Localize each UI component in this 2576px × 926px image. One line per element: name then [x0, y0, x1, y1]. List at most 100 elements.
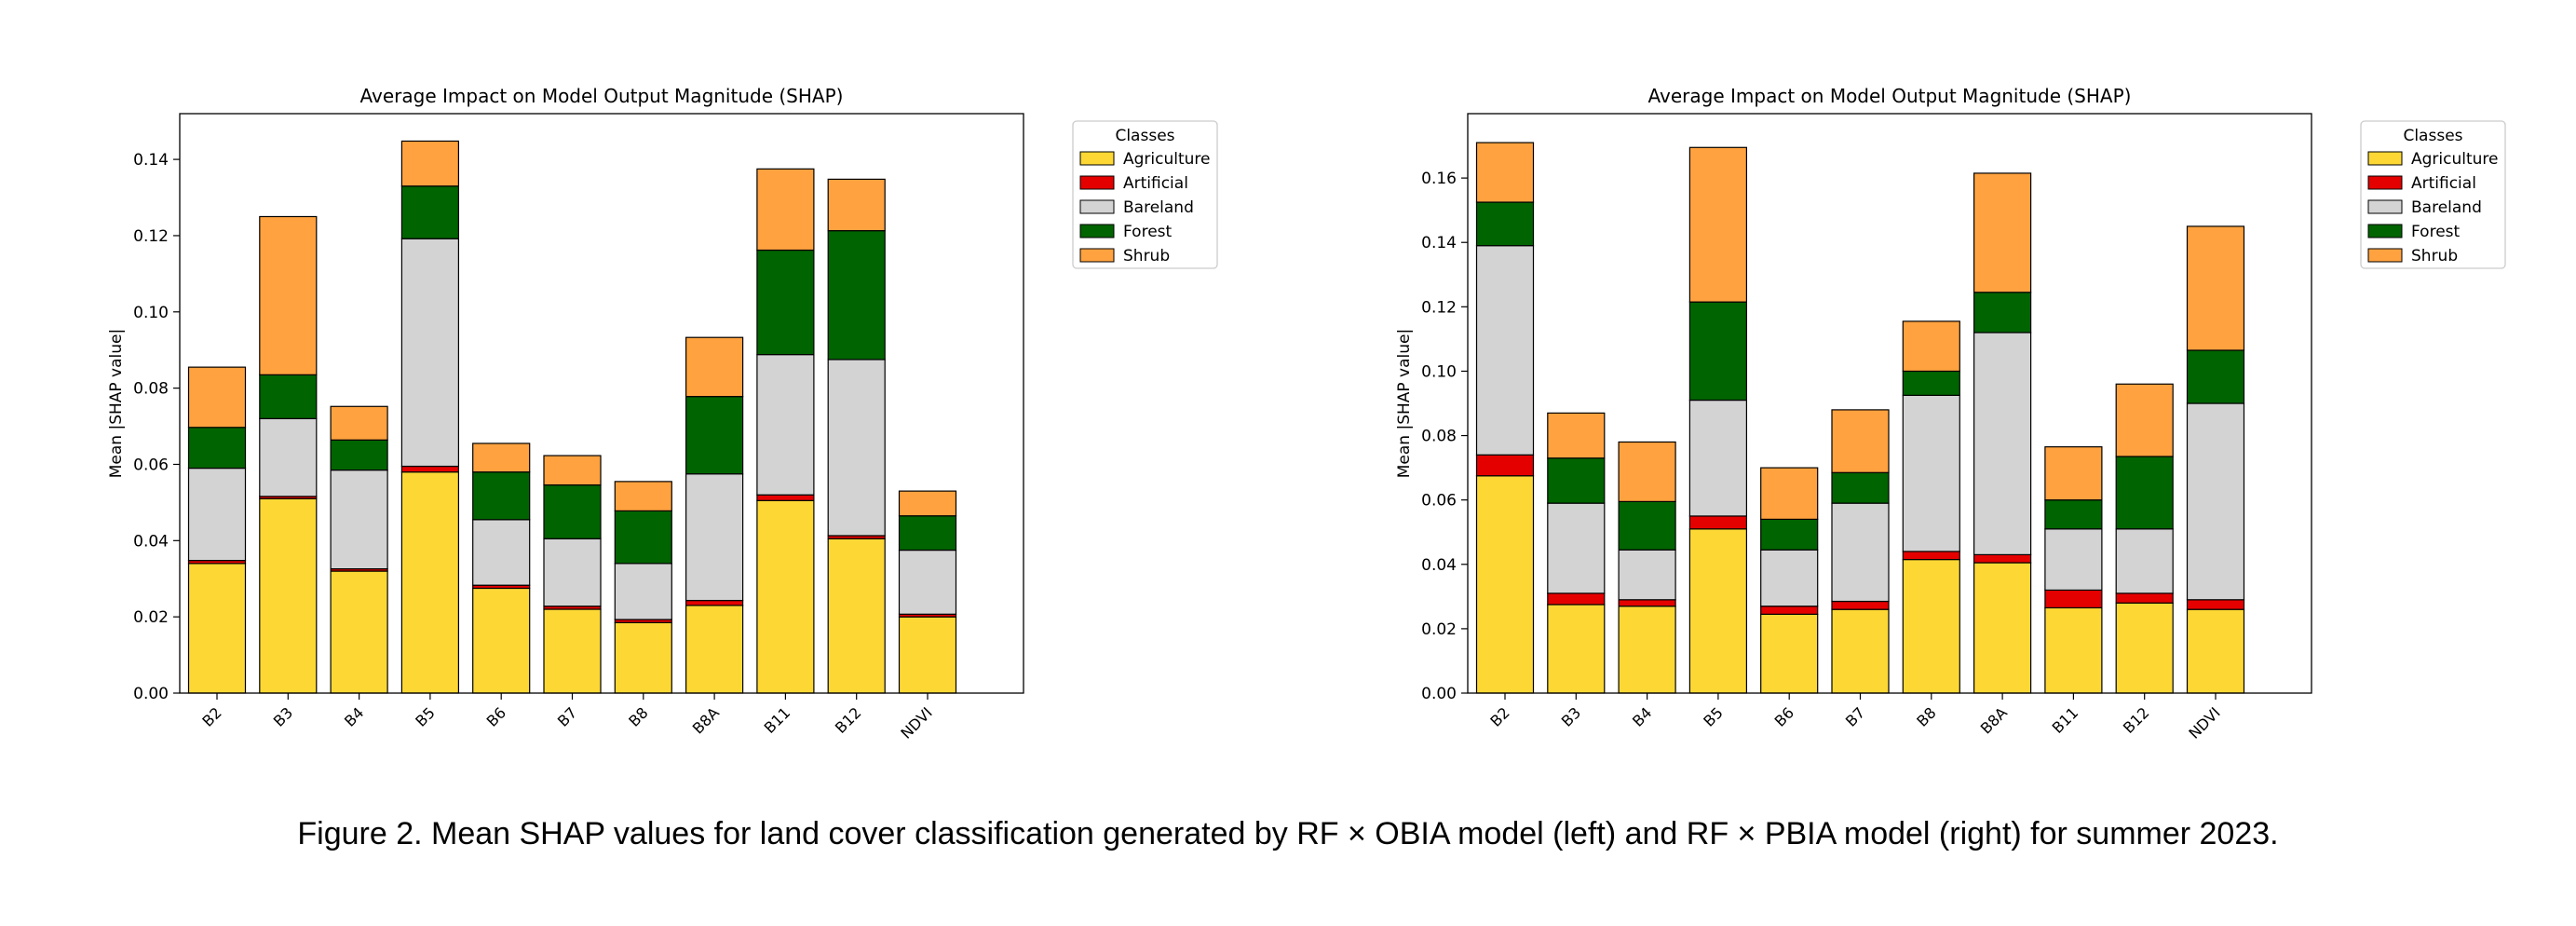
bar-segment-shrub-ndvi: [2186, 225, 2245, 351]
bar-segment-shrub-b4: [330, 405, 388, 441]
bar-segment-agriculture-b8: [1902, 558, 1960, 694]
bar-segment-agriculture-b8: [614, 621, 672, 694]
bar-segment-bareland-b12: [827, 359, 886, 537]
bar-segment-agriculture-b2: [1475, 475, 1535, 694]
legend-swatch-forest: [1079, 224, 1115, 238]
bar-segment-artificial-b12: [2115, 592, 2174, 604]
x-tick-label: B8: [625, 703, 651, 729]
bar-segment-artificial-b11: [756, 494, 815, 501]
bar-segment-artificial-b8a: [685, 599, 744, 606]
x-tick-label: B2: [1486, 703, 1512, 729]
bar-segment-forest-b11: [756, 249, 815, 356]
bar-segment-shrub-b6: [1760, 467, 1819, 521]
bar-segment-agriculture-b8a: [1973, 562, 2032, 694]
bar-segment-artificial-b6: [1760, 606, 1819, 615]
figure-caption: Figure 2. Mean SHAP values for land cove…: [297, 816, 2279, 851]
legend-swatch-agriculture: [2367, 151, 2403, 166]
bar-segment-shrub-b3: [259, 215, 318, 375]
legend-title: Classes: [2403, 127, 2462, 145]
legend-label-agriculture: Agriculture: [2411, 150, 2499, 169]
bar-segment-agriculture-b5: [400, 471, 459, 694]
legend-label-artificial: Artificial: [2411, 174, 2476, 193]
legend-label-artificial: Artificial: [1123, 174, 1188, 193]
bar-segment-shrub-b2: [187, 366, 247, 429]
x-tick-label: B12: [2120, 703, 2153, 737]
bar-segment-artificial-ndvi: [2186, 599, 2245, 610]
bar-segment-forest-b2: [187, 427, 247, 470]
bar-segment-shrub-ndvi: [898, 490, 957, 517]
bar-segment-artificial-b5: [1688, 515, 1747, 530]
bar-segment-forest-b7: [1831, 471, 1890, 504]
bar-segment-forest-b5: [400, 185, 459, 239]
bar-segment-bareland-b6: [1760, 549, 1819, 607]
bar-segment-bareland-b12: [2115, 528, 2174, 594]
legend-swatch-bareland: [2367, 199, 2403, 214]
x-tick-label: B11: [761, 703, 794, 737]
bar-segment-forest-b7: [543, 483, 602, 539]
y-axis-label: Mean |SHAP value|: [1395, 329, 1414, 478]
bar-segment-forest-ndvi: [898, 515, 957, 552]
legend-label-bareland: Bareland: [2411, 198, 2482, 217]
y-tick-label: 0.16: [1421, 170, 1457, 188]
legend-swatch-shrub: [2367, 248, 2403, 263]
bar-segment-bareland-b8: [1902, 394, 1960, 552]
y-tick-label: 0.12: [1421, 298, 1457, 317]
bar-segment-bareland-b5: [400, 238, 459, 468]
chart-left-rf-obia: Average Impact on Model Output Magnitude…: [107, 85, 1218, 742]
bar-segment-shrub-b11: [756, 168, 815, 252]
legend-title: Classes: [1115, 127, 1174, 145]
bar-segment-bareland-ndvi: [898, 549, 957, 615]
y-tick-label: 0.12: [133, 227, 169, 246]
bar-segment-forest-b3: [1547, 457, 1606, 504]
bar-segment-artificial-b11: [2044, 589, 2103, 609]
bar-segment-shrub-b12: [2115, 383, 2174, 457]
bar-segment-shrub-b8a: [685, 336, 744, 398]
legend-label-shrub: Shrub: [2411, 247, 2458, 266]
x-tick-label: B5: [412, 703, 438, 729]
y-tick-label: 0.10: [1421, 362, 1457, 381]
chart-title: Average Impact on Model Output Magnitude…: [1648, 85, 2132, 107]
y-tick-label: 0.14: [1421, 234, 1457, 252]
y-tick-label: 0.04: [133, 532, 169, 551]
bar-segment-forest-b8a: [685, 396, 744, 475]
bar-segment-shrub-b8: [1902, 320, 1960, 373]
x-tick-label: B5: [1700, 703, 1726, 729]
bar-segment-artificial-b8: [1902, 551, 1960, 561]
bar-segment-agriculture-b3: [1547, 604, 1606, 694]
bar-segment-agriculture-b4: [1618, 606, 1676, 694]
y-tick-label: 0.08: [133, 380, 169, 399]
bar-segment-bareland-b6: [472, 519, 531, 586]
y-tick-label: 0.04: [1421, 556, 1457, 575]
bar-segment-shrub-b5: [1688, 146, 1747, 303]
legend-label-forest: Forest: [1123, 223, 1173, 241]
y-tick-label: 0.00: [1421, 685, 1457, 703]
bar-segment-agriculture-ndvi: [2186, 608, 2245, 694]
legend-label-agriculture: Agriculture: [1123, 150, 1211, 169]
plot-frame: [1467, 113, 2312, 694]
bar-segment-artificial-b4: [1618, 599, 1676, 607]
bar-segment-shrub-b8a: [1973, 172, 2032, 293]
bar-segment-bareland-b2: [187, 467, 247, 562]
bar-segment-bareland-b8a: [685, 473, 744, 602]
bar-segment-artificial-b2: [1475, 454, 1535, 477]
legend-swatch-artificial: [1079, 175, 1115, 190]
legend-swatch-forest: [2367, 224, 2403, 238]
bar-segment-shrub-b6: [472, 443, 531, 473]
x-tick-label: B4: [1629, 703, 1655, 729]
bar-segment-shrub-b8: [614, 481, 672, 511]
y-tick-label: 0.06: [133, 456, 169, 474]
x-tick-label: NDVI: [897, 703, 935, 742]
x-tick-label: B2: [198, 703, 224, 729]
bar-segment-agriculture-b6: [1760, 613, 1819, 694]
legend-swatch-artificial: [2367, 175, 2403, 190]
x-tick-label: B3: [270, 703, 296, 729]
bar-segment-shrub-b11: [2044, 446, 2103, 501]
bar-segment-bareland-b3: [259, 417, 318, 497]
bar-segment-shrub-b5: [400, 140, 459, 187]
bar-segment-agriculture-b11: [756, 499, 815, 694]
bar-segment-agriculture-b8a: [685, 605, 744, 694]
bar-segment-bareland-ndvi: [2186, 402, 2245, 601]
y-tick-label: 0.02: [133, 608, 169, 627]
bar-segment-agriculture-b5: [1688, 528, 1747, 694]
legend-label-shrub: Shrub: [1123, 247, 1170, 266]
